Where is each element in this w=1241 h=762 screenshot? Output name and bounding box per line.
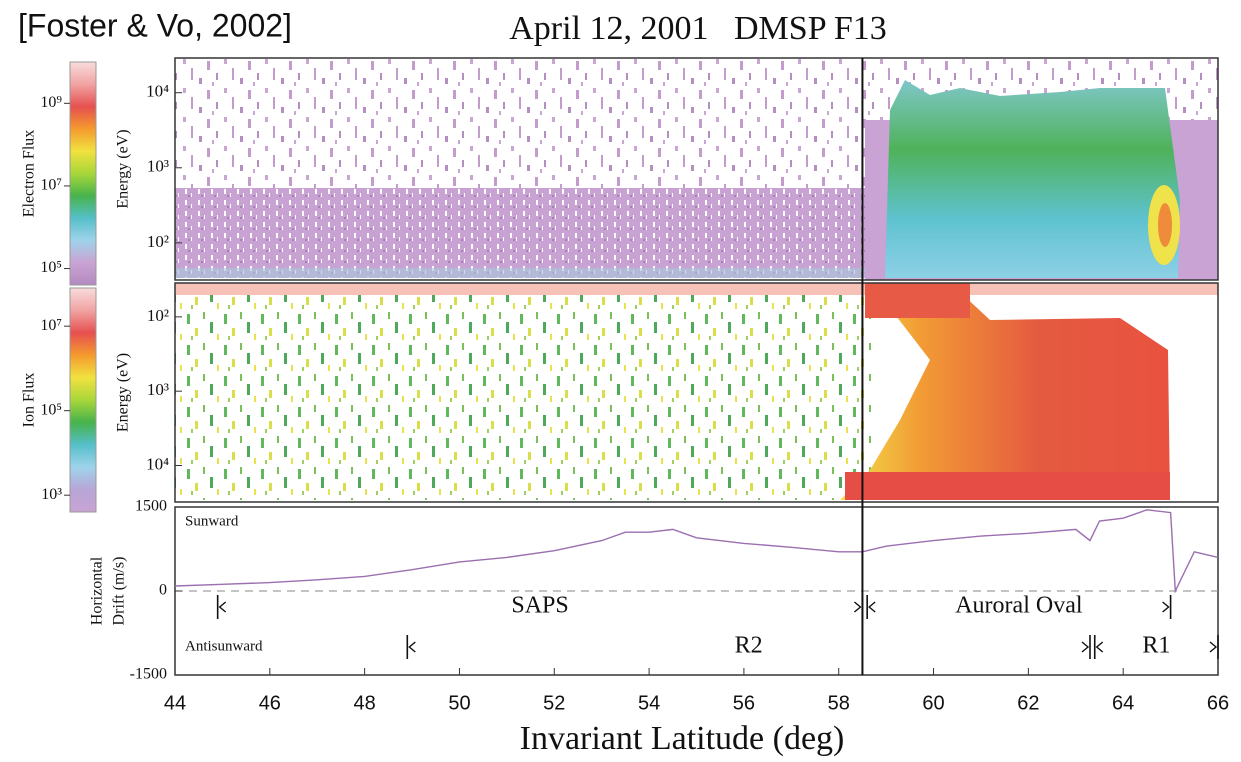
y-tick-label: 10³ [147,380,169,399]
colorbar-tick-label: 10⁹ [40,94,62,111]
annotation: Sunward [185,513,239,529]
x-tick-label: 64 [1112,692,1134,714]
panel-frame [174,282,1219,503]
region-arrow [1209,641,1218,653]
x-tick-label: 66 [1207,692,1229,714]
region-arrow [853,601,862,613]
x-tick-label: 56 [733,692,755,714]
y-axis-title: Drift (m/s) [111,557,128,626]
region-label: R2 [735,633,763,659]
panel-frame [174,57,1219,281]
colorbar [69,287,97,513]
x-tick-label: 48 [354,692,376,714]
x-tick-label: 44 [164,692,186,714]
y-tick-label: 0 [159,582,167,599]
y-tick-label: 10⁴ [146,82,169,101]
ion-spectrogram [175,283,1218,502]
colorbar-tick-label: 10⁷ [40,317,62,334]
x-tick-label: 58 [828,692,850,714]
region-arrow [1081,641,1090,653]
drift-line [174,509,1219,594]
y-tick-label: 1500 [135,498,167,515]
y-axis-title: Energy (eV) [115,353,132,432]
y-tick-label: -1500 [130,666,167,683]
colorbar [69,61,97,286]
y-tick-label: 10⁴ [146,454,169,473]
region-label: SAPS [511,593,568,619]
x-tick-label: 60 [922,692,944,714]
colorbar-tick-label: 10⁵ [40,259,62,276]
x-tick-label: 52 [543,692,565,714]
region-label: Auroral Oval [955,593,1083,619]
region-arrow [408,641,416,653]
region-arrow [218,601,227,613]
region-label: R1 [1142,633,1170,659]
y-axis-title: Energy (eV) [115,129,132,208]
x-tick-label: 46 [259,692,281,714]
citation: [Foster & Vo, 2002] [18,7,292,43]
x-axis-title: Invariant Latitude (deg) [520,720,845,757]
electron-spectrogram [175,58,1218,280]
colorbar-tick-label: 10⁷ [40,177,62,194]
region-arrow [868,601,876,613]
y-tick-label: 10² [147,232,169,251]
colorbar-title: Ion Flux [21,373,38,428]
x-tick-label: 54 [638,692,660,714]
colorbar-tick-label: 10³ [41,486,62,503]
x-tick-label: 62 [1017,692,1039,714]
colorbar-title: Electron Flux [21,130,38,218]
annotation: Antisunward [185,638,263,654]
chart-title: April 12, 2001 DMSP F13 [509,10,887,47]
region-arrow [1095,641,1104,653]
region-arrow [1162,601,1170,613]
y-tick-label: 10³ [147,157,169,176]
y-tick-label: 10² [147,306,169,325]
x-tick-label: 50 [448,692,470,714]
colorbar-tick-label: 10⁵ [40,401,62,418]
y-axis-title: Horizontal [89,556,106,625]
